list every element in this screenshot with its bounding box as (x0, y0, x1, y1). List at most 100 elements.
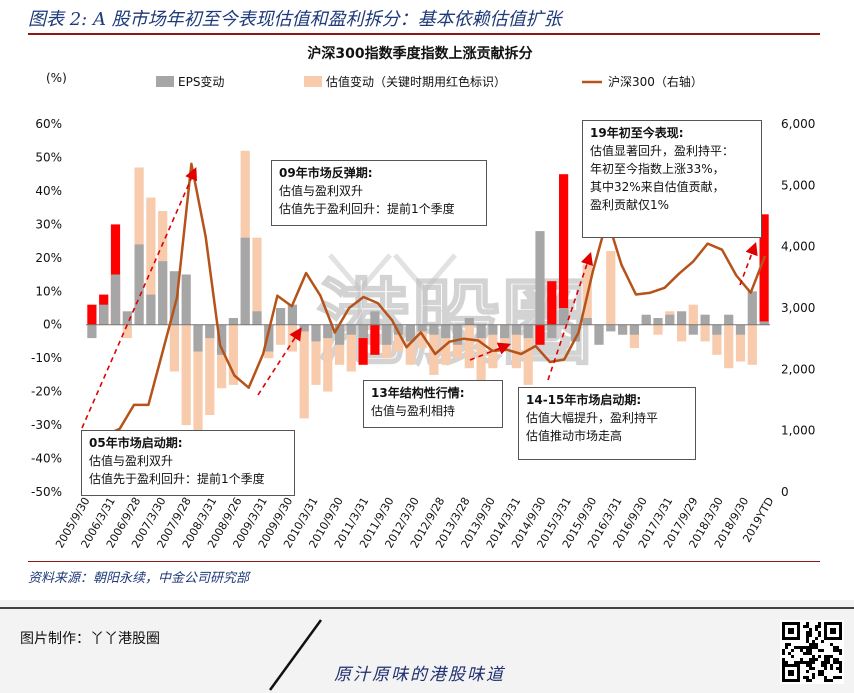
title-rule (28, 33, 820, 35)
eps-bar (747, 291, 757, 325)
eps-bar (193, 324, 203, 352)
valuation-bar (677, 324, 687, 342)
y-left-axis: 60% 50% 40% 30% 20% 10% 0% -10% -20% -30% -40% -50% (31, 117, 62, 499)
eps-bar (653, 318, 663, 325)
eps-bar (500, 324, 510, 339)
eps-bar (523, 324, 533, 339)
source-note: 资料来源：朝阳永续，中金公司研究部 (28, 571, 250, 586)
valuation-bar (228, 324, 238, 385)
eps-bar (417, 324, 427, 332)
annotation-2009: 09年市场反弹期: 估值与盈利双升 估值先于盈利回升：提前1个季度 (271, 160, 487, 226)
y-right-tick: 1,000 (781, 424, 815, 438)
trend-arrow (739, 242, 758, 286)
eps-bar (724, 314, 734, 325)
eps-bar (441, 324, 451, 339)
y-right-tick: 4,000 (781, 240, 815, 254)
eps-bar (110, 274, 121, 325)
valuation-bar (193, 324, 203, 449)
footer-maker: 图片制作：丫丫港股圈 (20, 631, 160, 647)
y-left-unit: (%) (46, 71, 67, 85)
legend-val-label: 估值变动（关键时期用红色标识） (326, 74, 506, 89)
figure-title: 图表 2: A 股市场年初至今表现估值和盈利拆分：基本依赖估值扩张 (28, 9, 562, 30)
eps-bar (618, 324, 628, 335)
y-left-tick: 60% (35, 117, 62, 131)
legend-eps-swatch (156, 76, 174, 87)
y-right-tick: 2,000 (781, 362, 815, 376)
footer-slogan: 原汁原味的港股味道 (334, 665, 505, 685)
annotation-2005: 05年市场启动期: 估值与盈利双升 估值先于盈利回升：提前1个季度 (81, 430, 295, 496)
legend-val-swatch (304, 76, 322, 87)
eps-bar (582, 318, 592, 325)
legend-eps-label: EPS变动 (178, 74, 224, 89)
valuation-bar (653, 324, 663, 335)
valuation-bar (712, 324, 722, 355)
eps-bar (476, 324, 486, 339)
eps-bar (287, 304, 297, 325)
eps-bar (464, 318, 474, 325)
eps-bar (205, 324, 215, 339)
valuation-bar (429, 324, 439, 375)
eps-bar (99, 304, 109, 325)
valuation-bar (311, 324, 321, 385)
trend-arrows (81, 167, 758, 429)
y-right-tick: 6,000 (781, 117, 815, 131)
eps-bar (688, 324, 698, 335)
eps-bar (594, 324, 604, 345)
eps-bar (452, 324, 463, 345)
valuation-bar (606, 251, 616, 325)
valuation-bar (747, 324, 757, 365)
qr-code-icon (780, 620, 844, 684)
trend-arrow (257, 327, 302, 396)
eps-bar (712, 324, 722, 335)
footer-divider (0, 607, 854, 609)
eps-bar (547, 324, 557, 339)
eps-bar (429, 324, 439, 335)
valuation-bar (559, 174, 569, 325)
y-left-tick: 50% (35, 151, 62, 165)
valuation-bar (476, 324, 486, 409)
eps-bar (87, 324, 97, 339)
valuation-bar (346, 324, 356, 372)
valuation-bar (146, 197, 156, 325)
chart-title: 沪深300指数季度指数上涨贡献拆分 (307, 45, 532, 62)
eps-bar (122, 311, 132, 325)
eps-bar (511, 324, 521, 335)
valuation-bar (629, 324, 639, 349)
eps-bar (665, 314, 675, 325)
valuation-bar (358, 324, 368, 365)
eps-bar (358, 324, 368, 339)
valuation-bar (688, 304, 698, 325)
valuation-bar (535, 324, 545, 345)
valuation-bar (87, 304, 97, 325)
eps-bar (323, 324, 333, 339)
eps-bar (677, 311, 687, 325)
eps-bar (759, 321, 769, 325)
eps-bar (559, 308, 569, 325)
valuation-bar (511, 324, 521, 369)
eps-bar (405, 324, 415, 342)
eps-bar (606, 324, 616, 332)
valuation-bar (735, 324, 746, 362)
source-rule (28, 561, 820, 562)
valuation-bar (323, 324, 333, 392)
valuation-bar (488, 324, 498, 369)
y-left-tick: 30% (35, 217, 62, 231)
valuation-bar (700, 324, 710, 342)
valuation-bar (205, 324, 215, 415)
eps-bar (370, 311, 380, 325)
eps-bar (252, 311, 262, 325)
x-axis: 2005/9/302006/3/312006/9/282007/3/302007… (53, 495, 776, 550)
chart: 沪深300指数季度指数上涨贡献拆分 (%) EPS变动 估值变动（关键时期用红色… (31, 45, 815, 550)
eps-bar (217, 324, 227, 355)
y-left-tick: -30% (31, 418, 62, 432)
trend-arrow (81, 167, 198, 429)
y-left-tick: -10% (31, 351, 62, 365)
valuation-bar (393, 324, 404, 352)
valuation-bar (276, 324, 286, 345)
eps-bar (158, 261, 168, 325)
eps-bar (264, 324, 274, 352)
slash-decoration (268, 619, 323, 691)
index-line (91, 162, 767, 437)
valuation-bar (169, 324, 179, 372)
y-left-tick: 10% (35, 284, 62, 298)
